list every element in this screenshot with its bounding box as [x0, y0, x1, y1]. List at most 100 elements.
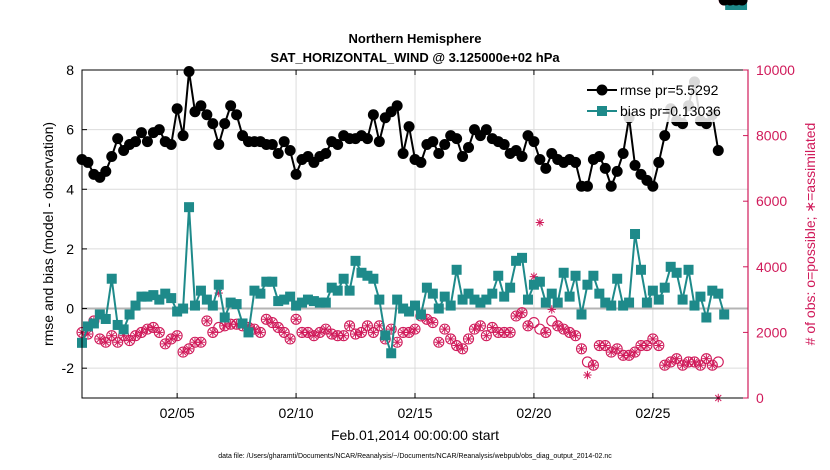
- rmse-point: [540, 162, 552, 174]
- obs-assimilated-marker: [279, 328, 289, 337]
- obs-assimilated-marker: [291, 315, 301, 324]
- rmse-point: [534, 153, 546, 165]
- obs-possible-marker: [195, 336, 207, 348]
- obs-possible-marker: [100, 336, 112, 348]
- obs-possible-marker: [605, 346, 617, 358]
- x-axis-label: Feb.01,2014 00:00:00 start: [331, 427, 499, 443]
- bias-point: [457, 294, 468, 305]
- bias-point: [207, 300, 218, 311]
- obs-possible-marker: [409, 323, 421, 335]
- rmse-point: [135, 127, 147, 139]
- rmse-point: [82, 156, 94, 168]
- obs-possible-marker: [534, 323, 546, 335]
- x-tick-label: 02/15: [397, 405, 432, 421]
- bias-point: [528, 279, 539, 290]
- bias-point: [600, 297, 611, 308]
- rmse-point: [272, 147, 284, 159]
- rmse-point: [480, 124, 492, 136]
- bias-point: [630, 229, 641, 239]
- bias-point: [713, 288, 724, 299]
- bias-point: [213, 279, 224, 290]
- rmse-point: [100, 165, 112, 177]
- obs-possible-marker: [427, 317, 439, 329]
- bias-point: [558, 267, 569, 278]
- obs-possible-marker: [665, 356, 677, 368]
- y-tick-label-right: 8000: [756, 128, 787, 144]
- bias-point: [475, 297, 486, 308]
- obs-assimilated-marker: [642, 341, 652, 350]
- obs-assimilated-marker: [446, 334, 455, 344]
- rmse-point: [332, 139, 344, 151]
- bias-point: [653, 294, 664, 305]
- rmse-point: [736, 0, 748, 6]
- bias-point: [142, 291, 153, 302]
- bias-point: [392, 294, 403, 305]
- rmse-point: [153, 124, 165, 136]
- rmse-point: [195, 100, 207, 112]
- obs-assimilated-marker: [404, 328, 414, 337]
- bias-point: [362, 270, 373, 281]
- x-tick-label: 02/25: [635, 405, 670, 421]
- bias-point: [350, 255, 361, 266]
- obs-assimilated-marker: [482, 331, 491, 340]
- bias-point: [641, 297, 652, 308]
- obs-assimilated-marker: [648, 334, 658, 344]
- obs-possible-marker: [284, 333, 296, 345]
- bias-point: [439, 291, 450, 302]
- obs-possible-marker: [260, 313, 272, 325]
- bias-point: [570, 270, 581, 281]
- obs-possible-marker: [106, 330, 118, 342]
- rmse-point: [463, 142, 475, 154]
- rmse-point: [141, 136, 153, 148]
- obs-possible-marker: [177, 346, 189, 358]
- obs-assimilated-marker: [369, 328, 378, 337]
- obs-assimilated-marker: [321, 324, 331, 334]
- obs-possible-marker: [308, 330, 320, 342]
- obs-possible-marker: [129, 330, 142, 342]
- obs-assimilated-marker: [708, 361, 717, 370]
- bias-point: [499, 291, 510, 302]
- bias-point: [505, 282, 516, 293]
- bias-point: [511, 255, 522, 266]
- bias-point: [189, 300, 200, 311]
- obs-assimilated-marker: [202, 316, 212, 326]
- obs-assimilated-marker: [476, 321, 485, 331]
- obs-assimilated-marker: [410, 324, 420, 334]
- obs-assimilated-marker: [505, 328, 515, 337]
- obs-possible-marker: [361, 320, 373, 332]
- obs-possible-marker: [623, 349, 635, 361]
- obs-possible-marker: [474, 320, 486, 332]
- obs-possible-marker: [314, 326, 326, 338]
- obs-possible-marker: [183, 343, 195, 355]
- obs-assimilated-marker: [636, 341, 646, 350]
- rmse-point: [361, 133, 373, 145]
- rmse-point: [183, 65, 195, 77]
- obs-assimilated-marker: [155, 328, 164, 337]
- bias-point: [136, 291, 147, 302]
- x-tick-label: 02/20: [516, 405, 551, 421]
- bias-point: [160, 288, 171, 299]
- rmse-point: [231, 109, 243, 121]
- obs-assimilated-marker: [208, 328, 218, 337]
- obs-possible-marker: [433, 336, 445, 348]
- rmse-point: [712, 145, 724, 157]
- obs-possible-marker: [278, 326, 290, 338]
- obs-assimilated-marker: [601, 341, 610, 350]
- obs-assimilated-marker: [268, 318, 277, 327]
- bias-point: [386, 348, 397, 359]
- obs-assimilated-marker: [488, 323, 497, 332]
- bias-point: [88, 318, 99, 329]
- y-axis-label-right: # of obs: o=possible; ∗=assimilated: [802, 123, 818, 346]
- bias-point: [635, 264, 646, 275]
- obs-assimilated-marker: [196, 338, 206, 347]
- bias-point: [707, 285, 718, 296]
- obs-possible-marker: [462, 333, 475, 345]
- rmse-point: [284, 145, 296, 157]
- obs-assimilated-marker: [285, 334, 295, 344]
- y-tick-label-left: 6: [66, 122, 74, 138]
- bias-point: [374, 294, 385, 305]
- obs-possible-marker: [706, 359, 718, 371]
- bias-point: [487, 288, 498, 299]
- obs-assimilated-marker: [541, 328, 551, 337]
- obs-assimilated-marker: [583, 370, 592, 380]
